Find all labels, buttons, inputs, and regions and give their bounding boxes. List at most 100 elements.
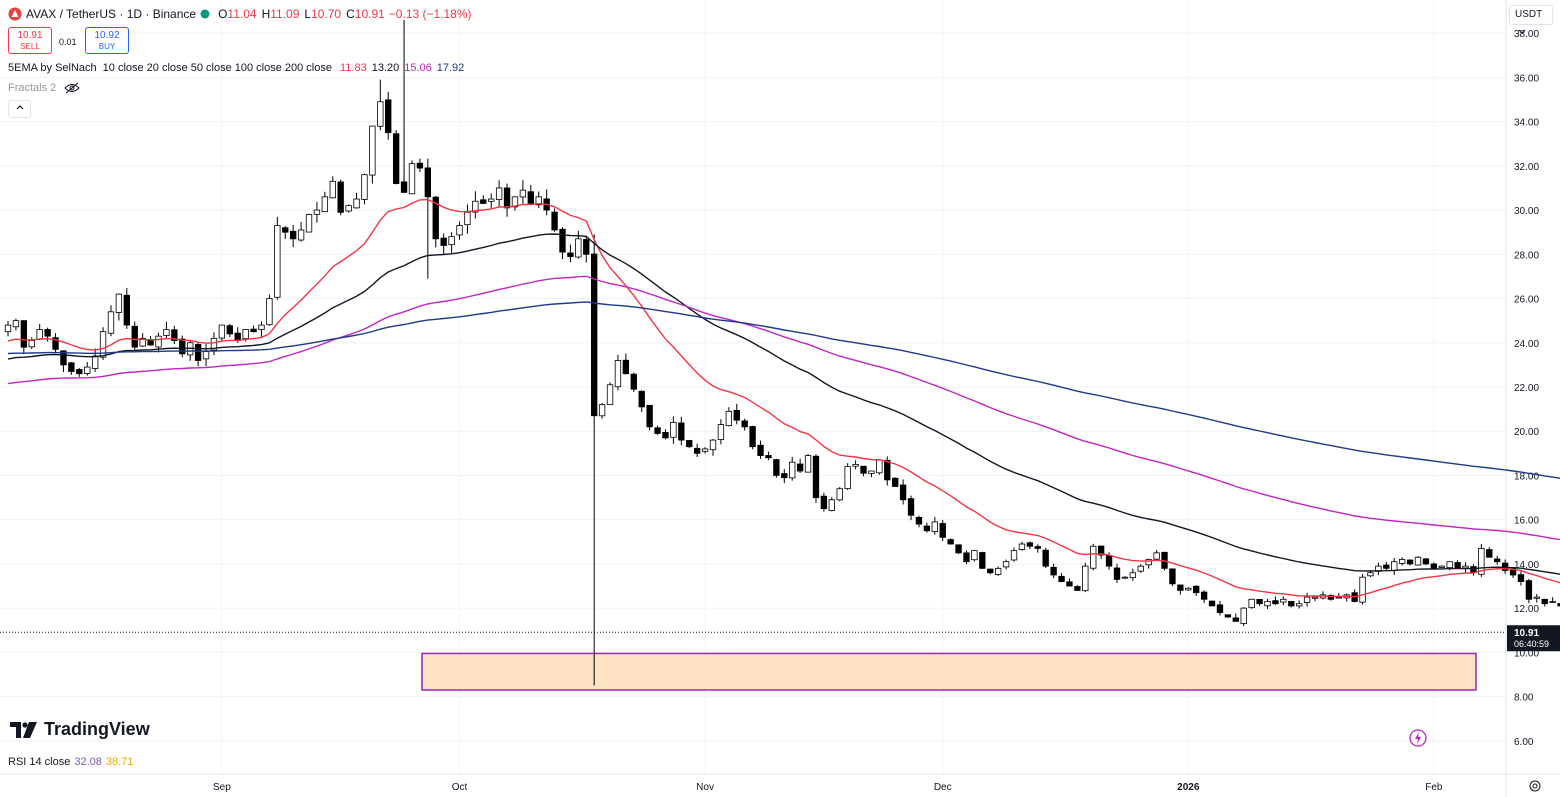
candle-body bbox=[923, 525, 931, 532]
candle-body bbox=[274, 225, 281, 298]
buy-price: 10.92 bbox=[94, 30, 120, 41]
y-tick-label: 30.00 bbox=[1514, 206, 1539, 217]
candle-body bbox=[1533, 596, 1540, 599]
tradingview-logo-icon bbox=[10, 721, 37, 738]
candle-body bbox=[1462, 565, 1469, 569]
candle-body bbox=[218, 324, 226, 339]
candle-body bbox=[1327, 594, 1335, 600]
collapse-legend-button[interactable] bbox=[8, 100, 31, 118]
market-status-icon bbox=[200, 9, 210, 19]
candle-body bbox=[741, 420, 748, 428]
candle-body bbox=[1026, 542, 1034, 547]
y-tick-label: 20.00 bbox=[1514, 427, 1539, 438]
ohlc-label: L bbox=[304, 7, 312, 21]
candle-body bbox=[1541, 598, 1548, 605]
ohlc-o: O11.04 bbox=[218, 7, 256, 21]
candle-body bbox=[385, 99, 392, 134]
candles bbox=[4, 19, 1560, 686]
rsi-value-1: 32.08 bbox=[74, 756, 102, 768]
candle-body bbox=[305, 214, 313, 233]
candle-body bbox=[1422, 558, 1430, 565]
candle-body bbox=[424, 167, 432, 198]
candle-body bbox=[68, 362, 75, 372]
candle-body bbox=[1248, 598, 1255, 609]
candle-body bbox=[796, 463, 804, 472]
candle-body bbox=[1042, 549, 1049, 567]
candle-body bbox=[448, 236, 455, 246]
candle-body bbox=[266, 298, 273, 326]
candle-body bbox=[725, 410, 733, 426]
candle-body bbox=[915, 516, 923, 525]
y-tick-label: 18.00 bbox=[1514, 471, 1539, 482]
candle-body bbox=[868, 470, 875, 474]
currency-label: USDT bbox=[1515, 9, 1543, 20]
candle-body bbox=[670, 421, 677, 438]
candle-body bbox=[1303, 596, 1311, 603]
ohlc-label: H bbox=[261, 7, 271, 21]
buy-button[interactable]: 10.92 BUY bbox=[85, 27, 129, 54]
eye-hidden-icon[interactable] bbox=[64, 82, 81, 94]
y-tick-label: 34.00 bbox=[1514, 118, 1539, 129]
candle-body bbox=[551, 211, 558, 231]
candle-body bbox=[844, 466, 851, 490]
y-tick-label: 38.00 bbox=[1514, 29, 1539, 40]
settings-icon-hub bbox=[1532, 783, 1538, 789]
candle-body bbox=[638, 390, 645, 408]
buy-label: BUY bbox=[98, 42, 116, 51]
candle-body bbox=[1082, 565, 1089, 592]
candle-body bbox=[1288, 601, 1295, 607]
candle-body bbox=[1264, 601, 1271, 607]
candle-body bbox=[345, 205, 352, 212]
candle-body bbox=[907, 498, 915, 516]
ohlc-l: L10.70 bbox=[304, 7, 341, 21]
candle-body bbox=[876, 459, 883, 474]
symbol-legend[interactable]: AVAX / TetherUS · 1D · Binance O11.04 H11… bbox=[8, 7, 472, 21]
candle-body bbox=[836, 488, 843, 501]
settings-icon[interactable] bbox=[1529, 780, 1541, 792]
candle-body bbox=[179, 338, 186, 355]
candle-body bbox=[1097, 545, 1105, 556]
candle-body bbox=[4, 324, 12, 333]
candle-body bbox=[820, 495, 828, 510]
candle-body bbox=[400, 181, 408, 193]
candle-body bbox=[852, 463, 859, 467]
candle-body bbox=[1446, 561, 1453, 569]
candle-body bbox=[1280, 598, 1287, 603]
candle-body bbox=[1113, 567, 1121, 580]
candle-body bbox=[313, 209, 321, 215]
rsi-value-2: 38.71 bbox=[105, 756, 134, 768]
candle-body bbox=[1430, 563, 1438, 569]
currency-selector[interactable]: USDT bbox=[1509, 5, 1553, 34]
rsi-legend[interactable]: RSI 14 close 32.08 38.71 bbox=[8, 756, 133, 768]
candle-body bbox=[1169, 568, 1176, 585]
candle-body bbox=[598, 404, 606, 417]
ohlc-c: C10.91 bbox=[346, 7, 385, 21]
lightning-icon-bolt bbox=[1415, 732, 1421, 744]
fractals-legend[interactable]: Fractals 2 bbox=[8, 82, 81, 94]
sell-button[interactable]: 10.91 SELL bbox=[8, 27, 52, 54]
y-tick-label: 8.00 bbox=[1514, 693, 1534, 704]
candle-body bbox=[1050, 566, 1057, 576]
candle-body bbox=[131, 325, 138, 348]
candle-body bbox=[757, 444, 764, 456]
symbol-title: AVAX / TetherUS · 1D · Binance bbox=[26, 7, 197, 21]
candle-body bbox=[1121, 576, 1129, 579]
x-tick-label: Dec bbox=[934, 782, 952, 793]
candle-body bbox=[686, 440, 693, 448]
candle-body bbox=[1200, 591, 1208, 600]
candle-body bbox=[519, 189, 527, 198]
ema-20-line bbox=[7, 198, 1560, 598]
lightning-icon[interactable] bbox=[1409, 729, 1427, 747]
candle-body bbox=[440, 237, 447, 246]
candle-body bbox=[1137, 565, 1144, 572]
candle-body bbox=[1208, 600, 1216, 607]
ema-legend[interactable]: 5EMA by SelNach 10 close 20 close 50 clo… bbox=[8, 62, 464, 74]
tradingview-logo[interactable]: TradingView bbox=[10, 719, 150, 740]
candle-body bbox=[28, 340, 35, 348]
candle-body bbox=[1240, 607, 1247, 624]
candle-body bbox=[416, 162, 424, 169]
y-tick-label: 36.00 bbox=[1514, 73, 1539, 84]
candle-body bbox=[1557, 603, 1560, 607]
